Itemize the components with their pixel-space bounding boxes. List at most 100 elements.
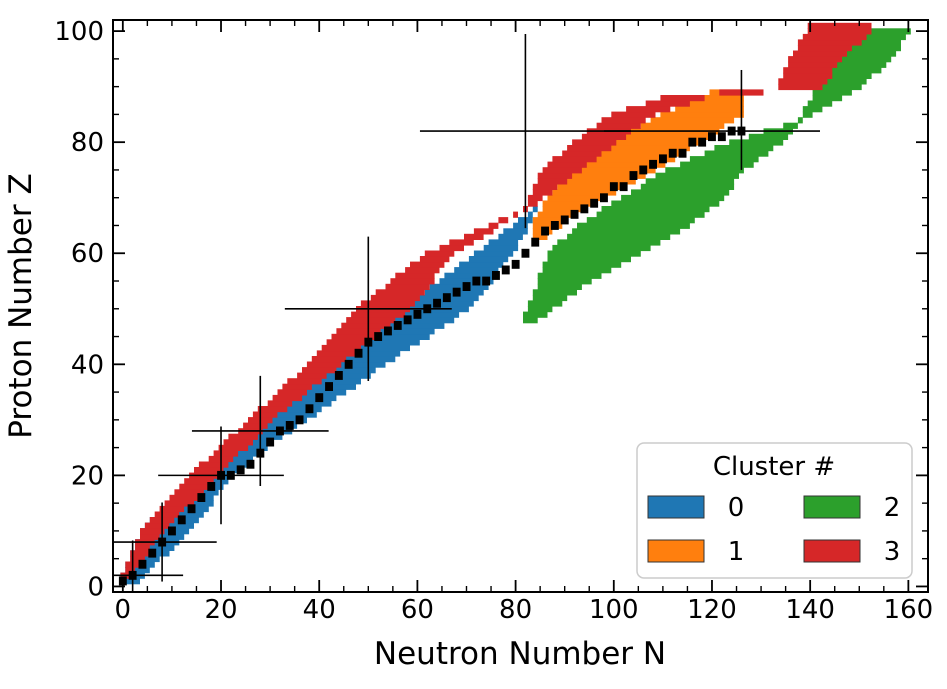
stable-nucleus-marker <box>639 165 648 175</box>
stable-nucleus-marker <box>678 148 687 158</box>
cluster-3-cell-row <box>390 278 435 285</box>
stable-nucleus-marker <box>659 154 667 164</box>
legend-label-0: 0 <box>728 493 745 523</box>
cluster-0-cell-row <box>380 322 445 329</box>
cluster-0-cell-row <box>483 244 519 252</box>
cluster-3-cell-row <box>243 422 268 429</box>
stable-nucleus-marker <box>668 148 677 158</box>
cluster-3-cell-row <box>218 444 249 451</box>
cluster-3-cell-row <box>783 72 833 79</box>
cluster-3-cell-row <box>449 239 474 246</box>
cluster-2-cell-row <box>797 117 803 124</box>
cluster-3-cell-row <box>272 394 303 402</box>
cluster-3-cell-row <box>135 544 150 551</box>
stable-nucleus-marker <box>600 193 608 203</box>
cluster-2-cell-row <box>542 267 612 274</box>
cluster-3-cell-row <box>797 45 852 52</box>
cluster-3-cell-row <box>130 550 150 557</box>
cluster-1-cell-row <box>552 189 617 196</box>
cluster-0-cell-row <box>375 328 435 335</box>
cluster-3-cell-row <box>144 522 170 529</box>
cluster-2-cell-row <box>523 311 548 318</box>
cluster-2-cell-row <box>532 289 577 296</box>
cluster-0-cell-row <box>120 578 140 585</box>
stable-nucleus-marker <box>560 215 569 225</box>
cluster-1-cell-row <box>532 222 563 229</box>
stable-nucleus-marker <box>413 309 422 319</box>
cluster-0-cell-row <box>331 367 376 374</box>
cluster-1-cell-row <box>537 211 577 218</box>
cluster-1-cell-row <box>562 178 636 185</box>
cluster-0-cell-row <box>164 505 209 513</box>
cluster-0-cell-row <box>454 267 499 274</box>
magic-number-lines <box>113 33 820 592</box>
cluster-2-cell-row <box>802 106 823 113</box>
cluster-1-cell-row <box>699 95 744 102</box>
cluster-3-cell-row <box>513 211 518 218</box>
stable-nucleus-marker <box>649 159 657 169</box>
cluster-2-cell-row <box>527 306 553 313</box>
cluster-3-cell-row <box>257 406 288 413</box>
y-tick-label: 60 <box>71 239 104 269</box>
cluster-3-cell-row <box>223 439 253 446</box>
cluster-0-cell-row <box>267 417 307 424</box>
cluster-3-cell-row <box>154 511 180 518</box>
cluster-2-cell-row <box>542 261 622 268</box>
cluster-3-cell-row <box>311 356 347 363</box>
cluster-2-cell-row <box>689 156 759 163</box>
cluster-0-cell-row <box>140 528 190 535</box>
cluster-3-cell-row <box>370 294 420 302</box>
cluster-3-cell-row <box>581 133 627 140</box>
cluster-2-cell-row <box>567 233 671 240</box>
cluster-3-cell-row <box>267 400 293 407</box>
cluster-1-cell-row <box>596 150 681 157</box>
cluster-3-cell-row <box>660 95 705 102</box>
cluster-2-cell-row <box>714 145 774 152</box>
stable-nucleus-marker <box>384 326 392 336</box>
cluster-0-cell-row <box>218 455 253 463</box>
cluster-3-cell-row <box>346 317 396 324</box>
cluster-0-cell-row <box>498 233 523 240</box>
cluster-1-cell-row <box>547 194 607 202</box>
cluster-1-cell-row <box>640 122 725 129</box>
cluster-0-cell-row <box>532 206 538 213</box>
cluster-1-cell-row <box>542 200 597 207</box>
stable-nucleus-marker <box>266 437 275 447</box>
stable-nucleus-marker <box>442 293 451 303</box>
y-tick-label: 40 <box>71 350 104 380</box>
x-axis-ticks: 0 20 40 60 80 100 120 140 160 <box>115 20 933 625</box>
stable-nucleus-marker <box>433 298 441 308</box>
cluster-2-cell-row <box>822 78 867 85</box>
y-tick-label: 100 <box>54 17 104 47</box>
cluster-3-cell-row <box>375 289 425 296</box>
cluster-0-cell-row <box>513 222 528 229</box>
stable-nucleus-marker <box>717 132 726 142</box>
stable-nucleus-marker <box>511 259 520 269</box>
cluster-3-cell-row <box>626 106 671 113</box>
cluster-3-cell-row <box>351 311 406 318</box>
cluster-3-cell-row <box>601 117 646 124</box>
legend-swatch-2 <box>803 495 861 519</box>
cluster-3-cell-row <box>797 39 862 46</box>
cluster-3-cell-row <box>419 256 450 263</box>
cluster-3-cell-row <box>316 350 357 357</box>
cluster-0-cell-row <box>410 300 474 307</box>
cluster-3-cell-row <box>228 433 258 440</box>
cluster-1-cell-row <box>532 233 548 240</box>
stable-nucleus-marker <box>334 371 343 380</box>
cluster-2-cell-row <box>523 317 538 324</box>
cluster-2-cell-row <box>631 189 730 196</box>
cluster-2-cell-row <box>866 28 911 35</box>
cluster-2-cell-row <box>748 133 789 140</box>
stable-nucleus-marker <box>462 282 471 291</box>
cluster-2-cell-row <box>680 161 754 168</box>
cluster-2-cell-row <box>537 283 582 290</box>
x-axis-label: Neutron Number N <box>374 636 666 672</box>
cluster-1-cell-row <box>581 161 666 168</box>
stable-nucleus-marker <box>580 204 589 214</box>
cluster-2-cell-row <box>827 72 872 79</box>
cluster-3-cell-row <box>306 361 342 368</box>
cluster-3-cell-row <box>488 222 499 229</box>
stable-nucleus-marker <box>521 248 530 258</box>
cluster-3-cell-row <box>164 500 195 507</box>
